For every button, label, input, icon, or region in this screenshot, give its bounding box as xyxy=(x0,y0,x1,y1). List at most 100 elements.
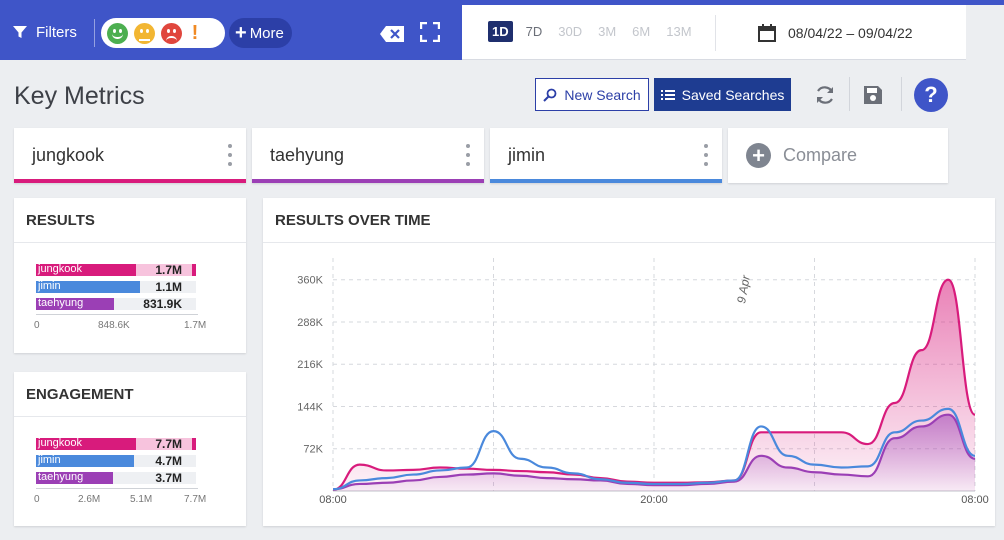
series-line-jimin xyxy=(332,407,976,491)
negative-emoji-icon[interactable] xyxy=(161,22,182,44)
results-mini-chart: jungkook 1.7M jimin 1.1M taehyung 831.9K… xyxy=(34,263,216,354)
day-marker-label: 9 Apr xyxy=(734,273,753,304)
clear-filters-icon[interactable] xyxy=(379,25,405,43)
engagement-title: ENGAGEMENT xyxy=(26,386,134,403)
x-tick-label: 08:00 xyxy=(319,494,347,506)
more-filters-button[interactable]: + More xyxy=(229,18,292,48)
bar-fill xyxy=(36,472,113,484)
compare-label: Compare xyxy=(783,145,858,165)
kebab-menu-icon[interactable] xyxy=(228,144,232,166)
date-range-text[interactable]: 08/04/22 – 09/04/22 xyxy=(788,25,913,41)
search-card-taehyung[interactable]: taehyung xyxy=(252,128,484,183)
date-range-bar: 1D 7D 30D 3M 6M 13M 08/04/22 – 09/04/22 xyxy=(462,5,966,60)
new-search-label: New Search xyxy=(564,86,641,103)
filters-label: Filters xyxy=(36,23,77,41)
filter-bar: Filters ! + More xyxy=(0,5,462,60)
add-circle-icon: + xyxy=(746,143,771,168)
bar-value: 1.1M xyxy=(155,280,182,294)
fullscreen-icon[interactable] xyxy=(420,22,440,42)
bar-fill-end xyxy=(192,438,196,450)
bar-fill xyxy=(36,455,134,467)
new-search-button[interactable]: New Search xyxy=(535,78,649,111)
funnel-icon xyxy=(13,26,27,38)
sentiment-filter-group: ! xyxy=(101,18,225,48)
engagement-row-jimin: jimin 4.7M xyxy=(36,454,196,468)
search-color-underline xyxy=(490,179,722,183)
help-icon[interactable]: ? xyxy=(914,78,948,112)
list-icon xyxy=(660,89,675,100)
toolbar-divider xyxy=(901,77,902,111)
exclamation-icon[interactable]: ! xyxy=(191,21,199,44)
results-over-time-panel: RESULTS OVER TIME 72K 144K 216K 288K 360K 08:… xyxy=(263,198,995,526)
bar-value: 831.9K xyxy=(143,297,182,311)
range-13m[interactable]: 13M xyxy=(666,24,692,39)
engagement-row-jungkook: jungkook 7.7M xyxy=(36,437,196,451)
compare-button[interactable]: + Compare xyxy=(728,128,948,183)
axis-line xyxy=(36,488,198,489)
x-tick-label: 20:00 xyxy=(640,494,668,506)
bar-value: 3.7M xyxy=(155,471,182,485)
bar-label: jimin xyxy=(38,454,61,466)
axis-tick: 2.6M xyxy=(78,494,101,505)
refresh-icon[interactable] xyxy=(814,84,836,106)
engagement-row-taehyung: taehyung 3.7M xyxy=(36,471,196,485)
saved-searches-label: Saved Searches xyxy=(681,86,785,103)
bar-value: 4.7M xyxy=(155,454,182,468)
results-title: RESULTS xyxy=(26,212,95,229)
x-tick-label: 08:00 xyxy=(961,494,989,506)
calendar-icon[interactable] xyxy=(758,24,776,42)
neutral-emoji-icon[interactable] xyxy=(134,22,155,44)
kebab-menu-icon[interactable] xyxy=(466,144,470,166)
results-over-time-chart: 72K 144K 216K 288K 360K 08:00 20:00 08:00 9 Apr xyxy=(297,258,989,506)
engagement-panel: ENGAGEMENT jungkook 7.7M jimin 4.7M taeh… xyxy=(14,372,246,526)
filter-divider xyxy=(94,19,95,47)
bar-value: 1.7M xyxy=(155,263,182,277)
filters-button[interactable]: Filters xyxy=(12,20,77,44)
kebab-menu-icon[interactable] xyxy=(704,144,708,166)
y-tick-label: 216K xyxy=(297,359,323,371)
date-divider xyxy=(715,15,716,51)
axis-tick: 7.7M xyxy=(184,494,207,505)
search-name: jimin xyxy=(508,145,546,165)
bar-label: taehyung xyxy=(38,297,84,309)
bar-label: jungkook xyxy=(38,263,83,275)
y-tick-label: 72K xyxy=(303,444,323,456)
y-tick-label: 288K xyxy=(297,317,323,329)
axis-line xyxy=(36,314,198,315)
search-icon xyxy=(543,88,557,102)
results-row-jungkook: jungkook 1.7M xyxy=(36,263,196,277)
search-card-jungkook[interactable]: jungkook xyxy=(14,128,246,183)
bar-fill xyxy=(36,298,115,310)
range-6m[interactable]: 6M xyxy=(632,24,651,39)
bar-fill xyxy=(36,264,136,276)
range-1d[interactable]: 1D xyxy=(488,21,513,42)
y-tick-label: 144K xyxy=(297,401,323,413)
series-line-taehyung xyxy=(332,413,976,491)
results-panel: RESULTS jungkook 1.7M jimin 1.1M taehyun… xyxy=(14,198,246,353)
search-card-jimin[interactable]: jimin xyxy=(490,128,722,183)
top-accent-strip xyxy=(0,0,1004,5)
toolbar-divider xyxy=(849,77,850,111)
search-name: jungkook xyxy=(32,145,105,165)
axis-tick: 0 xyxy=(34,320,40,331)
page-title: Key Metrics xyxy=(14,82,145,110)
series-area-taehyung xyxy=(333,414,975,491)
save-icon[interactable] xyxy=(862,84,884,106)
chart-title: RESULTS OVER TIME xyxy=(275,212,431,229)
axis-tick: 0 xyxy=(34,494,40,505)
search-name: taehyung xyxy=(270,145,345,165)
series-area-jungkook xyxy=(333,279,975,491)
y-tick-label: 360K xyxy=(297,275,323,287)
range-3m[interactable]: 3M xyxy=(598,24,617,39)
axis-tick: 848.6K xyxy=(98,320,130,331)
results-row-taehyung: taehyung 831.9K xyxy=(36,297,196,311)
range-7d[interactable]: 7D xyxy=(525,24,543,39)
bar-label: jimin xyxy=(38,280,61,292)
bar-label: taehyung xyxy=(38,471,84,483)
positive-emoji-icon[interactable] xyxy=(107,22,128,44)
saved-searches-button[interactable]: Saved Searches xyxy=(654,78,791,111)
range-30d[interactable]: 30D xyxy=(558,24,583,39)
bar-fill-end xyxy=(192,264,196,276)
bar-label: jungkook xyxy=(38,437,83,449)
more-label: More xyxy=(249,24,284,42)
